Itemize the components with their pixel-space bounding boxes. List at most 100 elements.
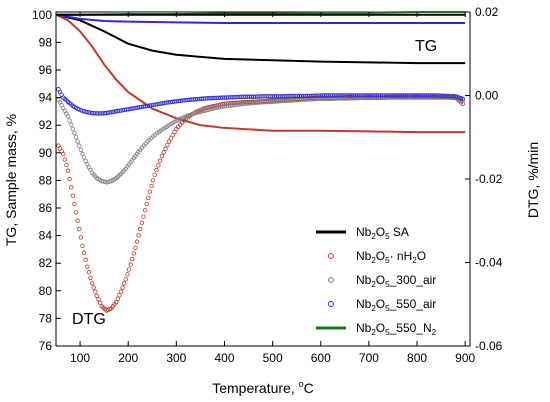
- dtg-point: [75, 139, 80, 144]
- y-left-tick-label: 86: [39, 201, 53, 215]
- dtg-point: [115, 296, 120, 301]
- dtg-point: [131, 251, 137, 256]
- dtg-point: [67, 176, 72, 182]
- y-right-tick-label: -0.04: [475, 256, 503, 270]
- y-left-tick-label: 94: [39, 91, 53, 105]
- dtg-point: [154, 167, 159, 173]
- dtg-point: [72, 130, 77, 136]
- legend-label: Nb2O5_550_N2: [356, 321, 437, 337]
- dtg-point: [166, 139, 172, 144]
- dtg-point: [69, 122, 74, 127]
- dtg-point: [69, 185, 74, 190]
- dtg-point: [96, 297, 101, 302]
- x-tick-label: 100: [70, 351, 90, 365]
- legend-label: Nb2O5_300_air: [356, 273, 436, 289]
- dtg-point: [161, 150, 166, 155]
- tg-series-line-3: [55, 13, 466, 25]
- dtg-series-3: [56, 87, 465, 116]
- dtg-point: [204, 107, 210, 113]
- dtg-point: [185, 113, 191, 118]
- dtg-point: [78, 235, 84, 240]
- legend-item-4: Nb2O5_550_air: [328, 297, 436, 313]
- dtg-point: [88, 275, 93, 281]
- dtg-point: [157, 158, 163, 163]
- dtg-point: [156, 163, 161, 168]
- dtg-point: [189, 112, 194, 117]
- y-right-tick-label: 0.00: [475, 89, 499, 103]
- dtg-point: [81, 250, 87, 255]
- dtg-point: [165, 142, 170, 148]
- dtg-point: [144, 201, 149, 207]
- y-left-axis-title: TG, Sample mass, %: [3, 114, 19, 246]
- dtg-point: [113, 299, 119, 305]
- legend-item-5: Nb2O5_550_N2: [316, 321, 437, 337]
- dtg-point: [94, 293, 100, 299]
- dtg-point: [121, 281, 127, 286]
- legend-swatch-circle: [328, 301, 334, 307]
- dtg-point: [163, 146, 168, 151]
- legend: Nb2O5 SA Nb2O5· nH2O Nb2O5_300_air Nb2O5_55…: [316, 225, 437, 337]
- dtg-point: [65, 114, 71, 119]
- dtg-point: [183, 114, 189, 119]
- dtg-point: [460, 96, 465, 102]
- dtg-point: [136, 233, 141, 238]
- dtg-point: [80, 151, 85, 157]
- y-left-tick-label: 96: [39, 63, 53, 77]
- dtg-point: [91, 285, 96, 290]
- dtg-point: [70, 193, 76, 198]
- x-tick-label: 200: [118, 351, 138, 365]
- plot-area: [55, 11, 471, 347]
- dtg-point: [61, 151, 66, 157]
- dtg-point: [80, 243, 85, 248]
- dtg-point: [197, 109, 202, 115]
- dtg-point: [89, 281, 95, 286]
- dtg-point: [206, 107, 212, 112]
- x-axis-title-end: C: [304, 380, 314, 396]
- x-tick-label: 700: [359, 351, 379, 365]
- dtg-point: [187, 112, 193, 118]
- y-left-tick-label: 82: [39, 256, 53, 270]
- y-left-tick-label: 76: [39, 339, 53, 353]
- dtg-point: [72, 201, 77, 207]
- dtg-point: [85, 264, 90, 269]
- dtg-point: [152, 172, 157, 178]
- dtg-annotation: DTG: [72, 311, 106, 328]
- dtg-point: [170, 132, 175, 138]
- dtg-point: [203, 108, 208, 113]
- y-left-tick-label: 78: [39, 311, 53, 325]
- dtg-point: [146, 195, 151, 200]
- y-right-tick-label: -0.02: [475, 172, 503, 186]
- dtg-point: [193, 110, 198, 116]
- axis-layer: 100 200 300 400 500 600 700 800 900 76 78 80 82 84 86 8…: [32, 5, 503, 365]
- dtg-point: [70, 126, 76, 132]
- dtg-point: [75, 218, 80, 223]
- dtg-point: [126, 267, 132, 272]
- dtg-point: [83, 158, 88, 164]
- y-left-tick-label: 92: [39, 118, 53, 132]
- dtg-point: [81, 155, 87, 160]
- tg-series-line-1: [55, 13, 466, 65]
- dtg-point: [149, 183, 154, 189]
- dtg-point: [150, 178, 156, 183]
- dtg-point: [172, 129, 177, 135]
- x-tick-label: 500: [263, 351, 283, 365]
- dtg-point: [77, 143, 82, 148]
- series-layer: [55, 11, 466, 313]
- dtg-point: [138, 226, 143, 232]
- dtg-point: [199, 109, 204, 114]
- x-axis-title-sup: o: [299, 379, 304, 389]
- dtg-point: [120, 285, 125, 290]
- dtg-point: [130, 256, 135, 262]
- dtg-point: [73, 210, 79, 215]
- y-right-tick-label: 0.02: [475, 5, 499, 19]
- dtg-point: [65, 168, 71, 173]
- x-tick-label: 400: [214, 351, 234, 365]
- x-axis-title: Temperature, oC: [212, 379, 314, 396]
- x-tick-label: 600: [311, 351, 331, 365]
- dtg-point: [78, 147, 84, 152]
- tg-annotation: TG: [415, 38, 437, 55]
- x-axis-title-main: Temperature,: [212, 380, 298, 396]
- y-right-axis-title: DTG, %/min: [525, 142, 541, 218]
- dtg-point: [134, 239, 140, 244]
- legend-label: Nb2O5· nH2O: [356, 249, 426, 265]
